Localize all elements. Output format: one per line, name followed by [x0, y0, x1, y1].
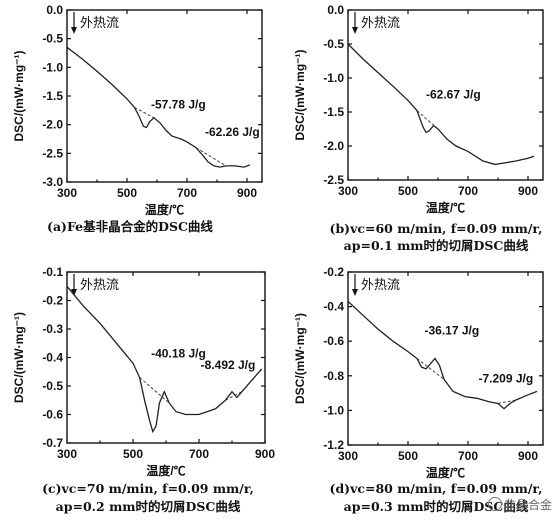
x-tick-label: 500 [398, 184, 418, 198]
x-tick-label: 700 [177, 186, 197, 200]
x-axis-title: 温度/℃ [426, 200, 465, 215]
peak-baseline [497, 399, 517, 404]
y-tick-label: -2.0 [42, 118, 63, 132]
y-tick-label: -0.2 [42, 294, 63, 308]
y-tick-label: -0.4 [42, 351, 63, 365]
y-tick-label: -2.5 [323, 173, 344, 187]
y-tick-label: -0.4 [323, 300, 344, 314]
x-tick-label: 500 [123, 447, 143, 461]
peak-baseline [139, 377, 170, 404]
plot-frame [66, 9, 263, 183]
plot-frame [347, 271, 544, 446]
peak-baseline [225, 391, 243, 401]
y-tick-label: -1.2 [323, 438, 344, 452]
heat-flow-label: 外热流 [361, 16, 400, 31]
x-tick-label: 700 [458, 449, 478, 463]
chart-panel-1: 300 500 700 900 0.0 -0.5 -1.0 -1.5 -2.0 -2.5 DSC/(… [293, 3, 544, 253]
heat-flow-label: 外热流 [80, 16, 119, 31]
y-tick-label: -1.5 [42, 89, 63, 103]
enthalpy-annotation: -62.26 J/g [205, 125, 260, 139]
y-tick-label: -0.5 [42, 32, 63, 46]
x-tick-label: 900 [237, 186, 257, 200]
y-tick-label: -2.0 [323, 139, 344, 153]
heat-flow-label: 外热流 [361, 278, 400, 293]
x-tick-label: 500 [117, 186, 137, 200]
heat-flow-label: 外热流 [80, 278, 119, 293]
dsc-curve-line [66, 285, 263, 434]
arrow-down-icon [352, 289, 358, 296]
y-tick-label: -0.6 [323, 334, 344, 348]
y-tick-label: -0.5 [323, 37, 344, 51]
chart-panel-0: 300 500 700 900 0.0 -0.5 -1.0 -1.5 -2.0 -2.5 -3.0 D… [12, 3, 263, 234]
y-tick-label: 0.0 [46, 3, 63, 17]
y-tick-label: -1.0 [323, 71, 344, 85]
arrow-down-icon [71, 27, 77, 34]
x-axis-title: 温度/℃ [146, 463, 185, 478]
chart-panel-3: 300 500 700 900 -0.2 -0.4 -0.6 -0.8 -1.0 -1.2 DSC/… [293, 265, 544, 514]
y-tick-label: -0.5 [42, 379, 63, 393]
enthalpy-annotation: -57.78 J/g [151, 98, 206, 112]
enthalpy-annotation: -36.17 J/g [425, 323, 480, 337]
plot-frame [347, 9, 544, 181]
x-axis-title: 温度/℃ [145, 202, 184, 217]
peak-baseline [195, 147, 227, 167]
watermark-icon [488, 497, 502, 511]
y-axis-title: DSC/(mW·mg⁻¹) [12, 51, 26, 142]
x-tick-label: 900 [255, 447, 275, 461]
x-tick-label: 300 [338, 184, 358, 198]
y-tick-label: -0.8 [323, 369, 344, 383]
y-axis-title: DSC/(mW·mg⁻¹) [293, 313, 307, 404]
y-tick-label: -1.0 [323, 403, 344, 417]
panel-caption: (a)Fe基非晶合金的DSC曲线 [47, 219, 213, 234]
y-tick-label: -1.5 [323, 105, 344, 119]
x-tick-label: 700 [189, 447, 209, 461]
x-tick-label: 300 [338, 449, 358, 463]
enthalpy-annotation: -7.209 J/g [479, 372, 534, 386]
dsc-curve-line [347, 300, 538, 410]
y-tick-label: -0.7 [42, 436, 63, 450]
peak-baseline [416, 358, 445, 380]
panel-caption: (d)vc=80 m/min, f=0.09 mm/r, [330, 481, 543, 496]
y-tick-label: -1.0 [42, 60, 63, 74]
x-tick-label: 900 [518, 184, 538, 198]
x-tick-label: 300 [57, 447, 77, 461]
panel-caption: ap=0.3 mm时的切屑DSC曲线 [344, 499, 529, 514]
y-tick-label: -0.2 [323, 265, 344, 279]
y-tick-label: -3.0 [42, 175, 63, 189]
y-tick-label: -0.1 [42, 265, 63, 279]
x-tick-label: 300 [57, 186, 77, 200]
y-axis-title: DSC/(mW·mg⁻¹) [12, 312, 26, 403]
panel-caption: ap=0.1 mm时的切屑DSC曲线 [344, 238, 529, 253]
x-tick-label: 900 [518, 449, 538, 463]
chart-panel-2: 300 500 700 900 -0.1 -0.2 -0.3 -0.4 -0.5 -0.6 -0.7… [12, 265, 275, 514]
dsc-curve-line [347, 43, 535, 166]
panel-caption: ap=0.2 mm时的切屑DSC曲线 [56, 499, 241, 514]
y-tick-label: -2.5 [42, 146, 63, 160]
y-tick-label: 0.0 [327, 3, 344, 17]
enthalpy-annotation: -40.18 J/g [151, 347, 206, 361]
x-axis-title: 温度/℃ [426, 465, 465, 480]
x-tick-label: 500 [398, 449, 418, 463]
peak-baseline [134, 107, 155, 119]
watermark-text: 非晶合金 [504, 498, 553, 512]
enthalpy-annotation: -62.67 J/g [426, 87, 481, 101]
y-tick-label: -0.3 [42, 322, 63, 336]
y-axis-title: DSC/(mW·mg⁻¹) [293, 50, 307, 141]
arrow-down-icon [71, 289, 77, 296]
arrow-down-icon [352, 27, 358, 34]
x-tick-label: 700 [458, 184, 478, 198]
enthalpy-annotation: -8.492 J/g [201, 358, 256, 372]
panel-caption: (c)vc=70 m/min, f=0.09 mm/r, [42, 481, 254, 496]
y-tick-label: -0.6 [42, 408, 63, 422]
dsc-curve-line [66, 46, 251, 168]
watermark: 非晶合金 [488, 496, 552, 513]
panel-caption: (b)vc=60 m/min, f=0.09 mm/r, [330, 221, 543, 236]
